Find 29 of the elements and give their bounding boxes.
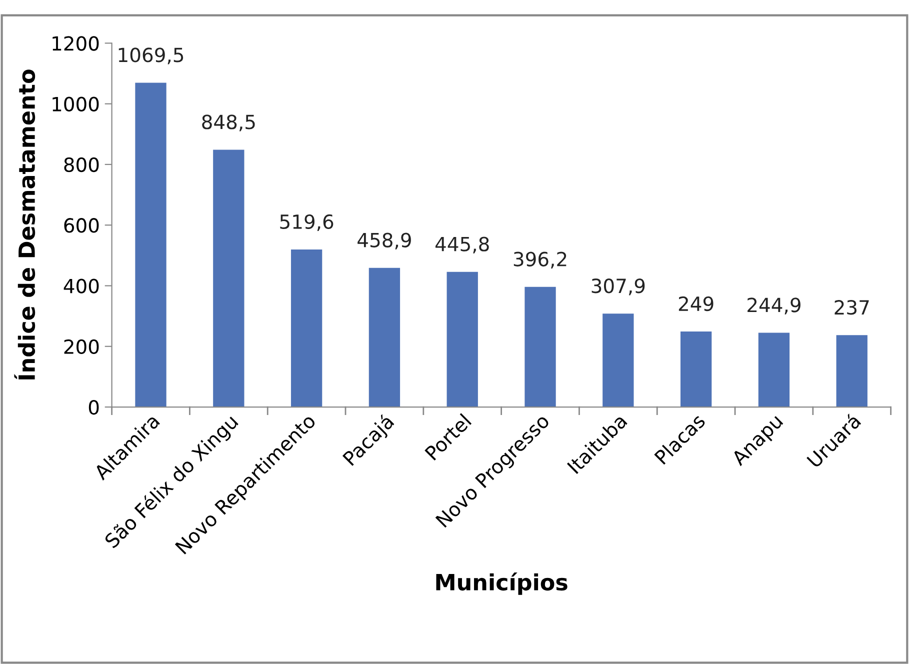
bar: [836, 335, 868, 408]
y-tick-label: 600: [64, 218, 99, 233]
bar: [213, 150, 244, 408]
y-axis-title: Índice de Desmatamento: [14, 70, 36, 380]
x-axis-title: Municípios: [436, 572, 568, 595]
y-tick-label: 200: [64, 339, 99, 354]
data-label: 519,6: [280, 214, 334, 232]
data-label: 445,8: [435, 236, 489, 254]
y-tick-label: 0: [88, 400, 99, 415]
data-label: 307,9: [592, 278, 645, 296]
bar: [446, 272, 478, 408]
data-label: 458,9: [358, 232, 411, 250]
data-label: 244,9: [748, 298, 800, 314]
bar: [290, 249, 322, 408]
data-label: 237: [834, 300, 869, 315]
bar: [135, 82, 166, 408]
bar: [758, 332, 790, 408]
data-label: 1069,5: [118, 48, 184, 64]
data-label: 848,5: [202, 114, 255, 132]
bar: [524, 286, 556, 408]
bar: [680, 332, 712, 408]
y-tick-label: 1000: [52, 96, 99, 112]
data-label: 396,2: [514, 252, 566, 268]
data-label: 249: [678, 296, 714, 312]
bar: [602, 314, 634, 408]
y-tick-label: 800: [64, 157, 99, 172]
y-tick-label: 400: [64, 278, 99, 294]
bar: [368, 268, 400, 408]
y-tick-label: 1200: [52, 36, 99, 51]
